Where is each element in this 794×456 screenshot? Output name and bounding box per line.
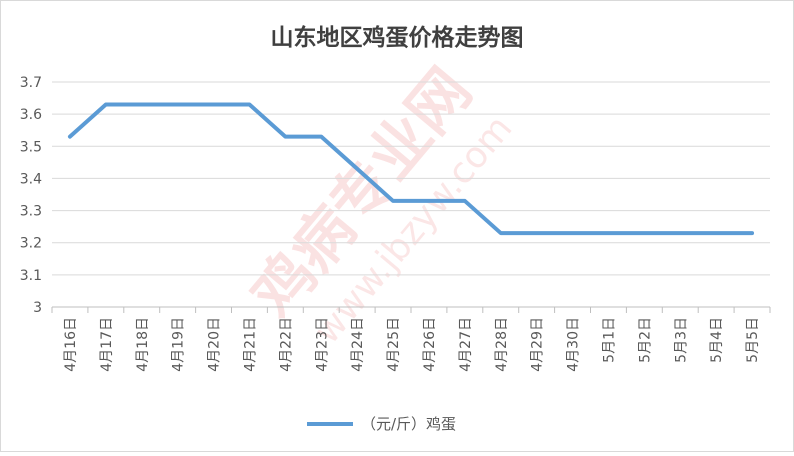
legend: （元/斤）鸡蛋 bbox=[307, 415, 456, 433]
x-tick-label: 4月26日 bbox=[422, 317, 438, 372]
x-tick-label: 4月16日 bbox=[63, 317, 79, 372]
x-tick-label: 5月1日 bbox=[601, 317, 617, 363]
x-tick-label: 5月3日 bbox=[673, 317, 689, 363]
x-tick-label: 4月29日 bbox=[530, 317, 546, 372]
y-tick-label: 3.5 bbox=[20, 139, 42, 155]
y-tick-label: 3.3 bbox=[20, 204, 42, 220]
chart-title: 山东地区鸡蛋价格走势图 bbox=[271, 24, 524, 51]
y-tick-label: 3.4 bbox=[20, 171, 42, 187]
gridlines bbox=[52, 81, 770, 276]
legend-label: （元/斤）鸡蛋 bbox=[361, 415, 456, 433]
x-tick-label: 4月24日 bbox=[350, 317, 366, 372]
y-tick-label: 3.7 bbox=[20, 75, 42, 91]
x-tick-label: 4月19日 bbox=[171, 317, 187, 372]
x-tick-label: 4月25日 bbox=[386, 317, 402, 372]
x-tick-label: 4月17日 bbox=[99, 317, 115, 372]
x-tick-label: 4月28日 bbox=[494, 317, 510, 372]
x-tick-label: 4月30日 bbox=[566, 317, 582, 372]
x-tick-label: 5月5日 bbox=[745, 317, 761, 363]
x-tick-label: 4月27日 bbox=[458, 317, 474, 372]
x-tick-label: 4月21日 bbox=[242, 317, 258, 372]
y-tick-label: 3 bbox=[33, 300, 42, 316]
y-axis-ticks: 3 3.1 3.2 3.3 3.4 3.5 3.6 3.7 bbox=[20, 75, 42, 316]
series-line bbox=[67, 102, 755, 236]
x-tick-label: 5月4日 bbox=[709, 317, 725, 363]
y-tick-label: 3.2 bbox=[20, 236, 42, 252]
series-layer bbox=[67, 102, 755, 236]
x-tick-label: 4月20日 bbox=[207, 317, 223, 372]
x-tick-label: 4月23日 bbox=[314, 317, 330, 372]
x-tick-label: 4月22日 bbox=[278, 317, 294, 372]
y-tick-label: 3.6 bbox=[20, 107, 42, 123]
x-axis-ticks: 4月16日 4月17日 4月18日 4月19日 4月20日 4月21日 4月22日 4月23日… bbox=[63, 317, 761, 372]
y-tick-label: 3.1 bbox=[20, 268, 42, 284]
x-axis bbox=[51, 306, 771, 313]
x-tick-label: 5月2日 bbox=[637, 317, 653, 363]
x-tick-label: 4月18日 bbox=[135, 317, 151, 372]
